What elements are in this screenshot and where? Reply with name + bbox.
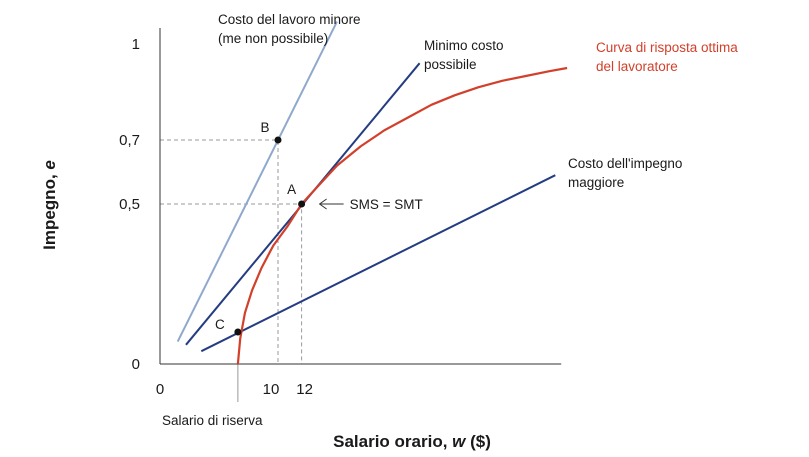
points xyxy=(234,136,306,336)
series-lines xyxy=(176,21,568,365)
y-tick-label: 0,5 xyxy=(119,196,140,213)
line-label-high: maggiore xyxy=(568,175,624,190)
line-high xyxy=(200,174,556,353)
reservation-wage-label: Salario di riserva xyxy=(162,413,263,428)
best-response-curve xyxy=(236,66,568,365)
point-b xyxy=(274,136,282,144)
curve-label: Curva di risposta ottima xyxy=(596,40,738,55)
x-tick-label: 0 xyxy=(156,381,164,398)
point-c xyxy=(234,328,242,336)
axis-ticks: 0 10 12 0 0,5 0,7 1 xyxy=(119,36,313,398)
curve-label: del lavoratore xyxy=(596,59,678,74)
y-tick-label: 1 xyxy=(132,36,140,53)
x-tick-label: 12 xyxy=(296,381,313,398)
line-label-high: Costo dell'impegno xyxy=(568,156,682,171)
point-label-c: C xyxy=(215,317,225,332)
y-tick-label: 0 xyxy=(132,356,140,373)
y-axis-title: Impegno, e xyxy=(40,160,59,250)
annotation-sms-smt: SMS = SMT xyxy=(350,197,423,212)
x-tick-label: 10 xyxy=(263,381,280,398)
guide-a xyxy=(160,203,303,364)
line-label-min: possibile xyxy=(424,57,477,72)
guide-b xyxy=(160,139,279,364)
x-axis-title: Salario orario, w ($) xyxy=(333,432,491,451)
line-light xyxy=(176,21,338,343)
line-label-min: Minimo costo xyxy=(424,38,504,53)
point-a xyxy=(298,200,306,208)
point-label-a: A xyxy=(287,182,296,197)
line-label-light: Costo del lavoro minore xyxy=(218,12,361,27)
labels: B A C SMS = SMT Costo del lavoro minore (me n… xyxy=(162,12,738,428)
line-label-light: (me non possibile) xyxy=(218,31,328,46)
annotation-arrowhead xyxy=(318,198,327,210)
guide-lines xyxy=(160,139,303,402)
y-tick-label: 0,7 xyxy=(119,132,140,149)
point-label-b: B xyxy=(260,120,269,135)
